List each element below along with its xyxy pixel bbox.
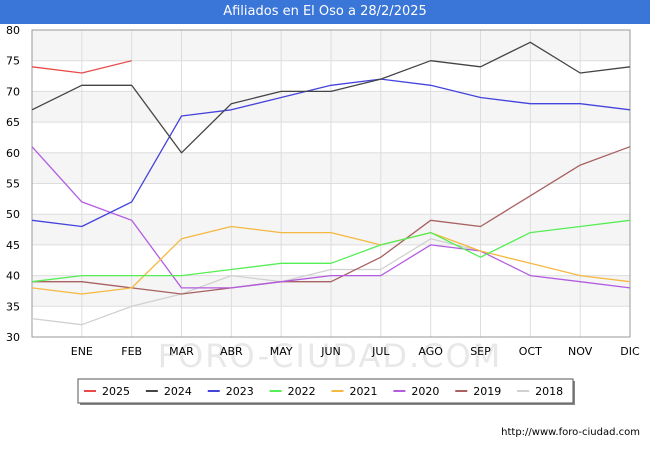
x-tick-label: AGO bbox=[418, 345, 443, 358]
chart-title: Afiliados en El Oso a 28/2/2025 bbox=[0, 0, 650, 24]
x-tick-label: ABR bbox=[220, 345, 243, 358]
y-tick-label: 40 bbox=[6, 270, 20, 283]
x-tick-label: NOV bbox=[568, 345, 593, 358]
series-line-2025 bbox=[31, 60, 132, 74]
y-tick-label: 45 bbox=[6, 239, 20, 252]
legend-label-2018: 2018 bbox=[535, 385, 563, 398]
legend-label-2021: 2021 bbox=[350, 385, 378, 398]
legend-label-2022: 2022 bbox=[288, 385, 316, 398]
y-tick-label: 35 bbox=[6, 300, 20, 313]
x-axis-ticks: ENE FEB MAR ABR MAY JUN JUL AGO SEP OCT NOV DIC bbox=[71, 345, 640, 358]
legend-label-2019: 2019 bbox=[473, 385, 501, 398]
series-lines bbox=[31, 41, 631, 326]
x-tick-label: FEB bbox=[121, 345, 142, 358]
x-tick-label: MAY bbox=[270, 345, 293, 358]
source-url[interactable]: http://www.foro-ciudad.com bbox=[501, 427, 640, 438]
series-line-2024 bbox=[31, 41, 631, 154]
y-tick-label: 75 bbox=[6, 55, 20, 68]
x-tick-label: OCT bbox=[519, 345, 542, 358]
x-tick-label: DIC bbox=[620, 345, 640, 358]
x-tick-label: JUN bbox=[320, 345, 341, 358]
series-line-2021 bbox=[31, 225, 631, 295]
y-tick-label: 70 bbox=[6, 85, 20, 98]
plot-frame bbox=[31, 29, 631, 338]
legend-label-2025: 2025 bbox=[102, 385, 130, 398]
series-line-2022 bbox=[31, 219, 631, 283]
x-tick-label: SEP bbox=[470, 345, 491, 358]
legend: 2025 2024 2023 2022 2021 2020 2019 2018 bbox=[77, 378, 575, 405]
y-tick-label: 60 bbox=[6, 147, 20, 160]
y-tick-label: 30 bbox=[6, 331, 20, 344]
y-tick-label: 55 bbox=[6, 178, 20, 191]
series-line-2018 bbox=[31, 238, 481, 326]
y-tick-label: 65 bbox=[6, 116, 20, 129]
watermark: FORO-CIUDAD.COM bbox=[158, 337, 503, 375]
legend-box bbox=[77, 378, 574, 404]
legend-label-2024: 2024 bbox=[164, 385, 192, 398]
x-tick-label: JUL bbox=[371, 345, 390, 358]
series-line-2020 bbox=[31, 146, 631, 289]
x-tick-label: ENE bbox=[71, 345, 93, 358]
legend-label-2020: 2020 bbox=[411, 385, 439, 398]
legend-label-2023: 2023 bbox=[226, 385, 254, 398]
x-tick-label: MAR bbox=[169, 345, 194, 358]
y-axis-ticks: 30 35 40 45 50 55 60 65 70 75 80 bbox=[6, 24, 20, 344]
y-tick-label: 50 bbox=[6, 208, 20, 221]
y-tick-label: 80 bbox=[6, 24, 20, 37]
series-line-2023 bbox=[31, 78, 631, 228]
